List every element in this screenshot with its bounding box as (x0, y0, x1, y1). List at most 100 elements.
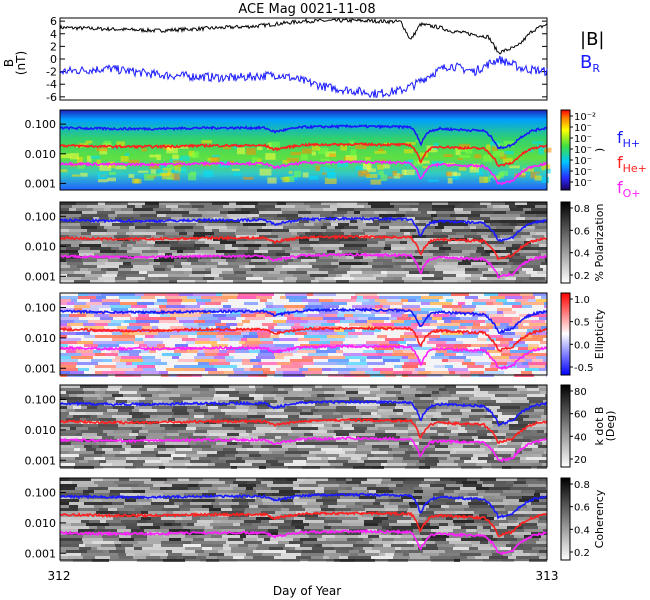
heatmap-cell (528, 347, 541, 350)
heatmap-cell (468, 223, 490, 226)
heatmap-cell (437, 430, 451, 433)
heatmap-cell (209, 362, 230, 365)
heatmap-cell (321, 403, 329, 406)
heatmap-cell (441, 505, 449, 508)
heatmap-cell (545, 320, 547, 323)
heatmap-cell (420, 305, 442, 308)
heatmap-cell (411, 320, 429, 323)
heatmap-cell (210, 156, 220, 163)
heatmap-cell (289, 208, 306, 211)
heatmap-cell (510, 532, 531, 535)
heatmap-cell (227, 433, 239, 436)
heatmap-cell (261, 520, 269, 523)
heatmap-cell (100, 223, 112, 226)
heatmap-cell (201, 164, 212, 167)
heatmap-cell (383, 359, 400, 362)
heatmap-cell (237, 442, 250, 445)
heatmap-cell (294, 502, 301, 505)
heatmap-cell (329, 403, 347, 406)
heatmap-cell (182, 338, 195, 341)
heatmap-cell (444, 493, 458, 496)
heatmap-cell (403, 481, 421, 484)
heatmap-cell (102, 241, 123, 244)
heatmap-cell (149, 314, 160, 317)
heatmap-cell (113, 511, 119, 514)
heatmap-cell (189, 274, 205, 277)
heatmap-cell (273, 385, 293, 388)
heatmap-cell (229, 385, 249, 388)
heatmap-cell (112, 463, 133, 466)
heatmap-cell (357, 202, 368, 205)
heatmap-cell (456, 338, 477, 341)
heatmap-cell (150, 415, 157, 418)
heatmap-cell (336, 550, 349, 553)
heatmap-cell (368, 262, 383, 265)
heatmap-cell (121, 244, 127, 247)
heatmap-cell (347, 271, 362, 274)
heatmap-cell (137, 520, 147, 523)
heatmap-cell (167, 433, 179, 436)
heatmap-cell (60, 385, 67, 388)
heatmap-cell (324, 427, 343, 430)
heatmap-cell (345, 155, 357, 161)
heatmap-cell (456, 274, 471, 277)
heatmap-cell (127, 244, 133, 247)
heatmap-cell (167, 362, 176, 365)
heatmap-cell (166, 368, 184, 371)
heatmap-cell (70, 265, 77, 268)
heatmap-cell (327, 320, 340, 323)
heatmap-cell (60, 211, 82, 214)
heatmap-cell (334, 547, 341, 550)
heatmap-cell (113, 448, 125, 451)
heatmap-cell (358, 226, 380, 229)
heatmap-cell (76, 220, 91, 223)
heatmap-cell (305, 232, 322, 235)
heatmap-cell (483, 274, 500, 277)
heatmap-cell (442, 229, 452, 232)
heatmap-cell (77, 299, 90, 302)
heatmap-cell (248, 409, 266, 412)
heatmap-cell (308, 391, 324, 394)
heatmap-cell (535, 296, 541, 299)
heatmap-cell (161, 544, 183, 547)
heatmap-cell (180, 394, 197, 397)
heatmap-cell (72, 205, 87, 208)
heatmap-cell (174, 226, 193, 229)
heatmap-cell (160, 314, 170, 317)
heatmap-cell (433, 493, 444, 496)
heatmap-cell (422, 487, 444, 490)
heatmap-cell (257, 229, 272, 232)
heatmap-cell (252, 463, 271, 466)
heatmap-cell (327, 421, 344, 424)
heatmap-cell (80, 268, 88, 271)
heatmap-cell (315, 253, 330, 256)
heatmap-cell (394, 335, 400, 338)
heatmap-cell (476, 391, 488, 394)
heatmap-cell (309, 238, 319, 241)
heatmap-cell (249, 505, 258, 508)
heatmap-cell (60, 499, 71, 502)
heatmap-cell (413, 350, 436, 353)
heatmap-cell (223, 547, 231, 550)
heatmap-cell (124, 505, 143, 508)
heatmap-cell (381, 415, 389, 418)
heatmap-cell (366, 223, 379, 226)
heatmap-cell (89, 368, 111, 371)
heatmap-cell (231, 490, 245, 493)
heatmap-cell (98, 362, 116, 365)
heatmap-cell (108, 323, 121, 326)
heatmap-cell (286, 296, 307, 299)
heatmap-cell (488, 235, 500, 238)
heatmap-cell (287, 478, 297, 481)
heatmap-cell (60, 226, 66, 229)
heatmap-cell (311, 556, 323, 559)
heatmap-cell (162, 385, 178, 388)
heatmap-cell (132, 409, 139, 412)
heatmap-cell (153, 400, 162, 403)
heatmap-cell (377, 406, 395, 409)
heatmap-cell (475, 550, 491, 553)
heatmap-cell (520, 253, 541, 256)
heatmap-cell (118, 271, 139, 274)
heatmap-cell (492, 341, 500, 344)
heatmap-cell (277, 347, 295, 350)
